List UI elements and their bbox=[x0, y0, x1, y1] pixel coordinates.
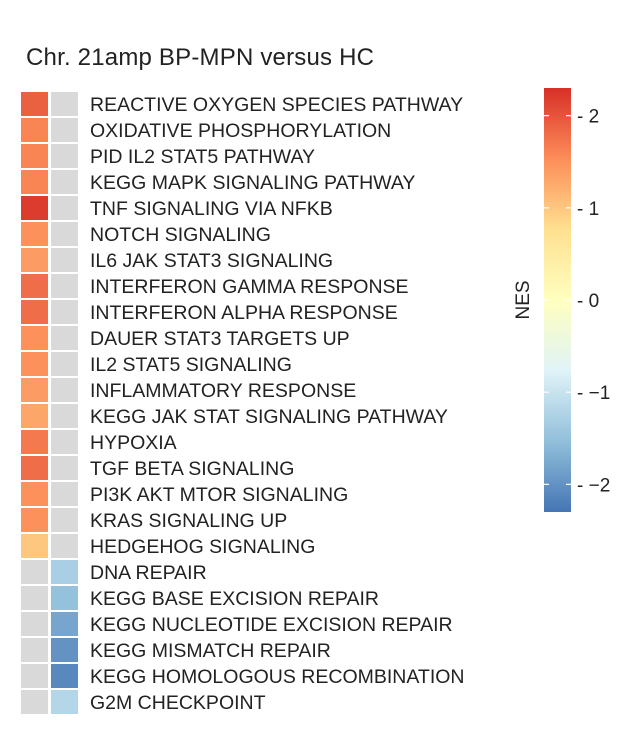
row-label: TGF BETA SIGNALING bbox=[90, 458, 294, 480]
heatmap-cell bbox=[51, 326, 78, 350]
row-label: KEGG NUCLEOTIDE EXCISION REPAIR bbox=[90, 614, 453, 636]
heatmap-cell bbox=[21, 404, 48, 428]
heatmap-cell bbox=[21, 274, 48, 298]
heatmap-cell bbox=[51, 222, 78, 246]
row-label: REACTIVE OXYGEN SPECIES PATHWAY bbox=[90, 94, 463, 116]
row-label: KEGG BASE EXCISION REPAIR bbox=[90, 588, 379, 610]
heatmap-cell bbox=[51, 560, 78, 584]
heatmap-cell bbox=[21, 534, 48, 558]
chart-title: Chr. 21amp BP-MPN versus HC bbox=[26, 44, 375, 71]
heatmap-cell bbox=[51, 300, 78, 324]
heatmap-cell bbox=[51, 586, 78, 610]
row-label: KEGG JAK STAT SIGNALING PATHWAY bbox=[90, 406, 448, 428]
heatmap-cell bbox=[21, 378, 48, 402]
heatmap-cell bbox=[51, 534, 78, 558]
row-label: HYPOXIA bbox=[90, 432, 177, 454]
heatmap-cell bbox=[21, 248, 48, 272]
heatmap-cell bbox=[51, 170, 78, 194]
heatmap-cell bbox=[21, 664, 48, 688]
heatmap-cell bbox=[51, 508, 78, 532]
heatmap-cell bbox=[21, 144, 48, 168]
heatmap-cell bbox=[21, 508, 48, 532]
colorbar-tick-label: - 2 bbox=[577, 107, 599, 128]
heatmap-cell bbox=[51, 118, 78, 142]
heatmap-cell bbox=[51, 378, 78, 402]
heatmap-cell bbox=[51, 196, 78, 220]
heatmap-cell bbox=[21, 222, 48, 246]
heatmap-cell bbox=[51, 248, 78, 272]
heatmap-cells bbox=[21, 92, 78, 714]
heatmap-cell bbox=[51, 612, 78, 636]
row-label: PI3K AKT MTOR SIGNALING bbox=[90, 484, 348, 506]
row-label: PID IL2 STAT5 PATHWAY bbox=[90, 146, 315, 168]
row-label: KEGG MISMATCH REPAIR bbox=[90, 640, 331, 662]
heatmap-cell bbox=[51, 430, 78, 454]
row-label: OXIDATIVE PHOSPHORYLATION bbox=[90, 120, 391, 142]
heatmap-cell bbox=[21, 118, 48, 142]
heatmap-cell bbox=[51, 482, 78, 506]
heatmap-cell bbox=[51, 352, 78, 376]
row-label: INTERFERON ALPHA RESPONSE bbox=[90, 302, 398, 324]
heatmap-cell bbox=[51, 92, 78, 116]
heatmap-cell bbox=[51, 404, 78, 428]
colorbar-tick-label: - 1 bbox=[577, 199, 599, 220]
row-label: KEGG MAPK SIGNALING PATHWAY bbox=[90, 172, 415, 194]
heatmap-cell bbox=[21, 612, 48, 636]
heatmap-cell bbox=[21, 430, 48, 454]
heatmap-cell bbox=[51, 664, 78, 688]
row-label: INTERFERON GAMMA RESPONSE bbox=[90, 276, 409, 298]
colorbar: - 2 - 1 - 0 - −1 - −2 NES bbox=[513, 88, 610, 512]
heatmap-cell bbox=[21, 326, 48, 350]
heatmap-cell bbox=[21, 170, 48, 194]
colorbar-label: NES bbox=[513, 280, 534, 319]
colorbar-tick-label: - 0 bbox=[577, 291, 599, 312]
row-label: TNF SIGNALING VIA NFKB bbox=[90, 198, 333, 220]
heatmap-cell bbox=[21, 92, 48, 116]
heatmap-cell bbox=[21, 586, 48, 610]
heatmap-cell bbox=[51, 690, 78, 714]
colorbar-tick-label: - −1 bbox=[577, 383, 610, 404]
heatmap-cell bbox=[51, 274, 78, 298]
row-label: DAUER STAT3 TARGETS UP bbox=[90, 328, 350, 350]
heatmap-cell bbox=[21, 690, 48, 714]
heatmap-cell bbox=[21, 456, 48, 480]
heatmap-cell bbox=[21, 352, 48, 376]
heatmap-cell bbox=[21, 482, 48, 506]
row-label: KEGG HOMOLOGOUS RECOMBINATION bbox=[90, 666, 465, 688]
row-label: NOTCH SIGNALING bbox=[90, 224, 271, 246]
row-label: HEDGEHOG SIGNALING bbox=[90, 536, 315, 558]
row-label: G2M CHECKPOINT bbox=[90, 692, 266, 714]
colorbar-tick-label: - −2 bbox=[577, 475, 610, 496]
row-label: IL2 STAT5 SIGNALING bbox=[90, 354, 292, 376]
heatmap-cell bbox=[51, 456, 78, 480]
row-label: IL6 JAK STAT3 SIGNALING bbox=[90, 250, 333, 272]
heatmap-cell bbox=[21, 560, 48, 584]
row-label: KRAS SIGNALING UP bbox=[90, 510, 287, 532]
row-label: INFLAMMATORY RESPONSE bbox=[90, 380, 356, 402]
heatmap-cell bbox=[21, 300, 48, 324]
row-labels: REACTIVE OXYGEN SPECIES PATHWAY OXIDATIVE… bbox=[90, 94, 465, 714]
heatmap-cell bbox=[51, 144, 78, 168]
heatmap-cell bbox=[21, 196, 48, 220]
heatmap-cell bbox=[21, 638, 48, 662]
row-label: DNA REPAIR bbox=[90, 562, 207, 584]
heatmap-cell bbox=[51, 638, 78, 662]
